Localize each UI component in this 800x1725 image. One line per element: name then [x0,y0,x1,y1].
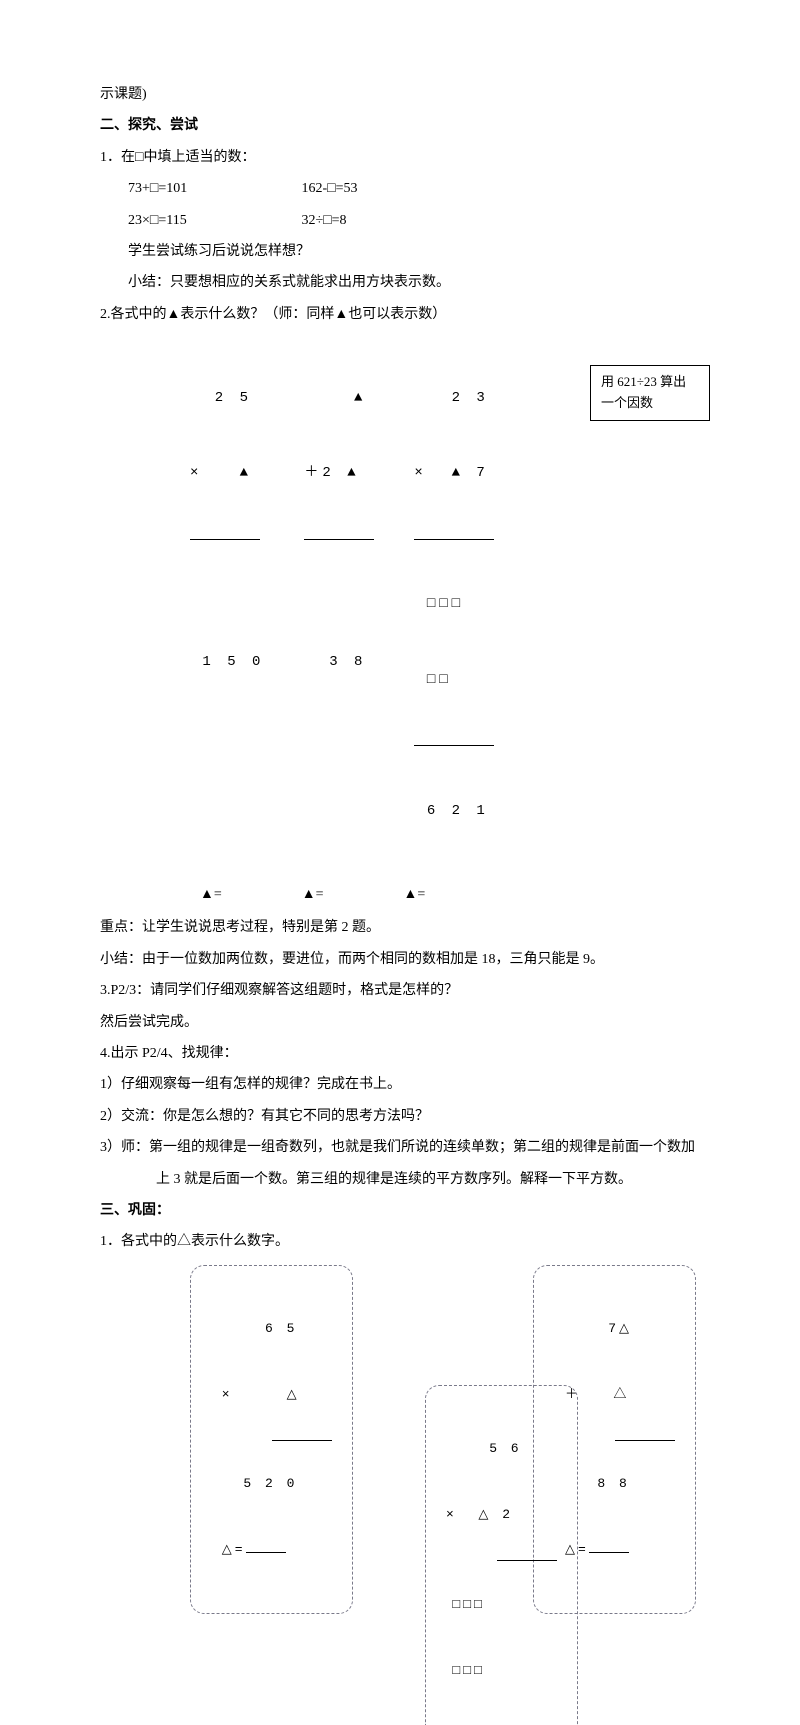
rule-line [190,539,260,540]
vp3-l4: □□ [414,668,494,693]
bottom-problems-row: 6 5 × △ 5 2 0 △= 7△ ＋ △ 8 8 △= 5 6 × △ 2… [100,1265,700,1614]
q4-stem: 4.出示 P2/4、找规律： [100,1039,700,1068]
q1-summary: 小结：只要想相应的关系式就能求出用方块表示数。 [100,268,700,297]
vprob-3: 2 3 × ▲ 7 □□□ □□ 6 2 1 [414,335,494,874]
q1c: 23×□=115 [128,206,298,235]
bp2-l1: 7△ [554,1318,675,1340]
vp1-l1: 2 5 [190,386,264,411]
q1-stem: 1．在□中填上适当的数： [100,143,700,172]
q3-followup: 然后尝试完成。 [100,1008,700,1037]
vp3-l1: 2 3 [414,386,494,411]
vp3-l3: □□□ [414,592,494,617]
vp3-l5: 6 2 1 [414,799,494,824]
rule-line [414,539,494,540]
rule-line [615,1440,675,1441]
vp1-l3: 1 5 0 [190,650,264,675]
q4a: 1）仔细观察每一组有怎样的规律？完成在书上。 [100,1070,700,1099]
vp1-l2: × ▲ [190,461,264,486]
bp3-l1: 5 6 [446,1438,557,1460]
bp1-l4: △= [211,1539,332,1561]
hint-box: 用 621÷23 算出一个因数 [590,365,710,421]
ans3: ▲= [404,880,426,909]
rule-line [497,1560,557,1561]
vprob-2: ▲ ＋2 ▲ 3 8 [304,335,374,874]
q5-stem: 1．各式中的△表示什么数字。 [100,1227,700,1256]
continuation-text: 示课题) [100,80,700,109]
ans1: ▲= [200,880,222,909]
q1b: 162-□=53 [302,181,358,196]
q4b: 2）交流：你是怎么想的？有其它不同的思考方法吗？ [100,1102,700,1131]
bp1-l1: 6 5 [211,1318,332,1340]
vprob-1: 2 5 × ▲ 1 5 0 [190,335,264,874]
bp3-l3: □□□ [446,1593,557,1615]
q2-stem: 2.各式中的▲表示什么数？（师：同样▲也可以表示数） [100,300,700,329]
rule-line [272,1440,332,1441]
q1a: 73+□=101 [128,174,298,203]
bp1-l3: 5 2 0 [211,1473,332,1495]
rule-line [304,539,374,540]
q1d: 32÷□=8 [302,213,347,228]
vp2-l3: 3 8 [304,650,374,675]
q3-stem: 3.P2/3：请同学们仔细观察解答这组题时，格式是怎样的？ [100,976,700,1005]
rule-line [414,745,494,746]
vp3-l2: × ▲ 7 [414,461,494,486]
q2-note1: 重点：让学生说说思考过程，特别是第 2 题。 [100,913,700,942]
ans2: ▲= [302,880,324,909]
vp2-l2: ＋2 ▲ [304,461,374,486]
bp3-l2: × △ 2 [446,1504,557,1526]
q1-row2: 23×□=115 32÷□=8 [100,206,700,235]
section-2-heading: 二、探究、尝试 [100,111,700,140]
q2-note2: 小结：由于一位数加两位数，要进位，而两个相同的数相加是 18，三角只能是 9。 [100,945,700,974]
q1-followup: 学生尝试练习后说说怎样想？ [100,237,700,266]
q4c: 3）师：第一组的规律是一组奇数列，也就是我们所说的连续单数；第二组的规律是前面一… [100,1133,700,1162]
dashed-box-3: 5 6 × △ 2 □□□ □□□ [425,1385,578,1725]
dashed-box-1: 6 5 × △ 5 2 0 △= [190,1265,353,1614]
vertical-problems-row: 2 5 × ▲ 1 5 0 ▲ ＋2 ▲ 3 8 2 3 × ▲ 7 □□□ □… [100,335,700,874]
answers-row: ▲= ▲= ▲= [100,880,700,909]
bp3-l4: □□□ [446,1659,557,1681]
bp1-l2: × △ [211,1384,332,1406]
vp2-l1: ▲ [304,386,374,411]
section-3-heading: 三、巩固： [100,1196,700,1225]
q4c-cont: 上 3 就是后面一个数。第三组的规律是连续的平方数序列。解释一下平方数。 [100,1165,700,1194]
q1-row1: 73+□=101 162-□=53 [100,174,700,203]
